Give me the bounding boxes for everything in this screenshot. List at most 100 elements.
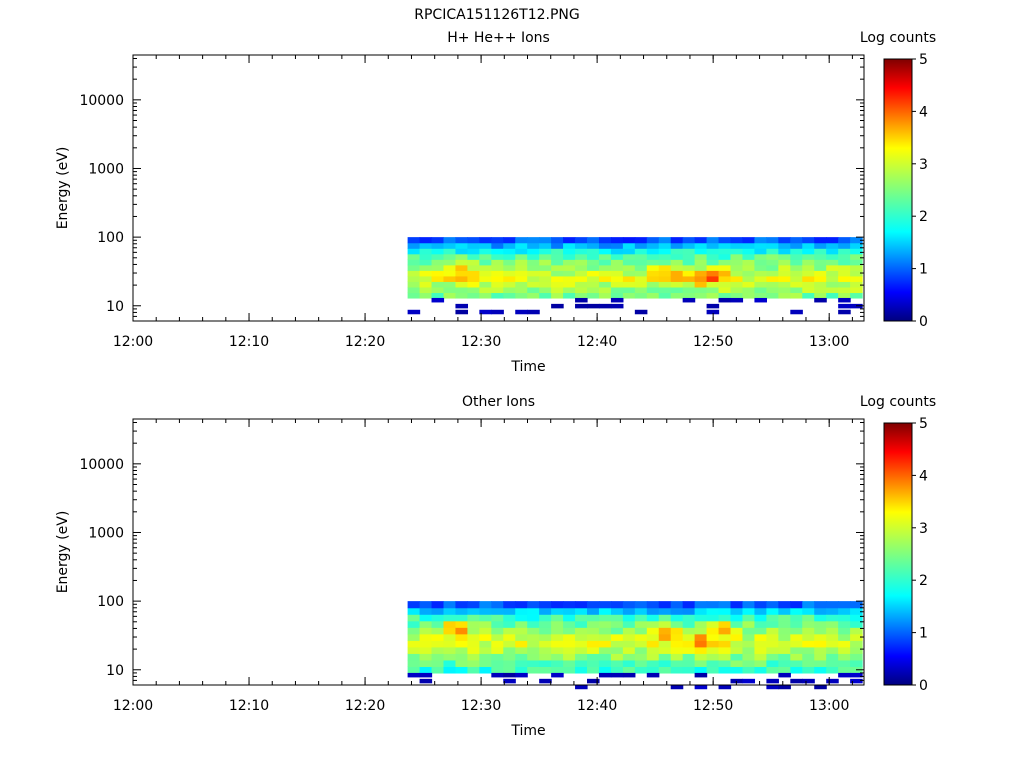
heat-cell [766, 666, 779, 674]
heat-cell [479, 646, 492, 654]
heat-cell [718, 275, 732, 282]
heat-cell [754, 264, 767, 271]
heat-cell [551, 242, 564, 249]
heat-cell [527, 614, 540, 622]
heat-cell [814, 607, 827, 615]
heat-cell [766, 659, 779, 667]
heat-cell [718, 253, 732, 260]
heat-cell [539, 601, 552, 609]
heat-cell [610, 281, 624, 288]
heat-cell [634, 640, 648, 648]
heat-cell [563, 640, 576, 648]
heat-cell [479, 653, 492, 661]
heat-cell-sparse [479, 309, 492, 315]
heat-cell [754, 253, 767, 260]
heat-cell [431, 620, 445, 628]
heat-cell [850, 253, 863, 260]
heat-cell [527, 270, 540, 277]
heat-cell [587, 253, 600, 260]
heat-cell [455, 666, 469, 674]
heat-cell [527, 286, 540, 294]
heat-cell [850, 275, 863, 282]
heat-cell [539, 607, 552, 615]
heat-cell [622, 253, 636, 260]
heat-cell-sparse [718, 297, 732, 303]
heatmap-cells [407, 601, 863, 690]
heat-cell [730, 242, 744, 249]
heat-cell [491, 248, 504, 255]
heat-cell [658, 259, 672, 266]
heat-cell [551, 607, 564, 615]
heat-cell [814, 646, 827, 654]
heat-cell [682, 264, 696, 271]
heat-cell [694, 270, 708, 277]
heat-cell [479, 253, 492, 260]
heat-cell [802, 653, 815, 661]
heat-cell [850, 270, 863, 277]
heat-cell [407, 248, 421, 255]
heat-cell [730, 286, 744, 294]
heat-cell [622, 653, 636, 661]
heat-cell [694, 666, 708, 674]
heat-cell [539, 633, 552, 641]
heat-cell [754, 640, 767, 648]
heat-cell [539, 620, 552, 628]
heat-cell [491, 640, 504, 648]
heat-cell [790, 259, 803, 266]
heat-cell [742, 607, 756, 615]
heat-cell [491, 659, 504, 667]
heat-cell-sparse [766, 678, 779, 684]
heat-cell [646, 640, 660, 648]
heat-cell [790, 286, 803, 294]
heat-cell-sparse [503, 678, 516, 684]
heat-cell [730, 646, 744, 654]
heat-cell [622, 607, 636, 615]
heat-cell [467, 653, 480, 661]
heat-cell [826, 614, 839, 622]
heat-cell [742, 292, 756, 299]
heat-cell [658, 646, 672, 654]
heat-cell [515, 646, 528, 654]
heat-cell [598, 666, 612, 674]
heat-cell [479, 292, 492, 299]
heat-cell-sparse [407, 672, 421, 678]
heat-cell [598, 614, 612, 622]
heat-cell [838, 601, 851, 609]
heat-cell [826, 659, 839, 667]
heat-cell [575, 248, 588, 255]
colorbar-tick-label: 3 [919, 157, 928, 173]
heat-cell [467, 270, 480, 277]
heat-cell [742, 620, 756, 628]
x-tick-label: 12:50 [693, 334, 733, 350]
heat-cell [515, 659, 528, 667]
heat-cell [575, 286, 588, 294]
heat-cell [491, 607, 504, 615]
heat-cell [551, 646, 564, 654]
heat-cell [431, 270, 445, 277]
heat-cell [610, 601, 624, 609]
heat-cell [539, 253, 552, 260]
heat-cell [407, 666, 421, 674]
heat-cell-sparse [838, 672, 851, 678]
heat-cell [467, 666, 480, 674]
heat-cell-sparse [838, 303, 851, 309]
heat-cell [622, 659, 636, 667]
heat-cell [706, 264, 720, 271]
x-tick-label: 12:10 [229, 334, 269, 350]
heat-cell [443, 275, 457, 282]
heat-cell [503, 237, 516, 244]
x-tick-label: 12:20 [345, 698, 385, 714]
heat-cell [431, 653, 445, 661]
heat-cell [455, 248, 469, 255]
heat-cell [694, 620, 708, 628]
heat-cell [742, 281, 756, 288]
heat-cell-sparse [778, 684, 791, 690]
heat-cell [814, 286, 827, 294]
figure-title: RPCICA151126T12.PNG [414, 7, 579, 23]
heat-cell [790, 270, 803, 277]
heat-cell [682, 242, 696, 249]
heat-cell [455, 292, 469, 299]
heat-cell [491, 614, 504, 622]
heat-cell [706, 253, 720, 260]
heat-cell [850, 292, 863, 299]
